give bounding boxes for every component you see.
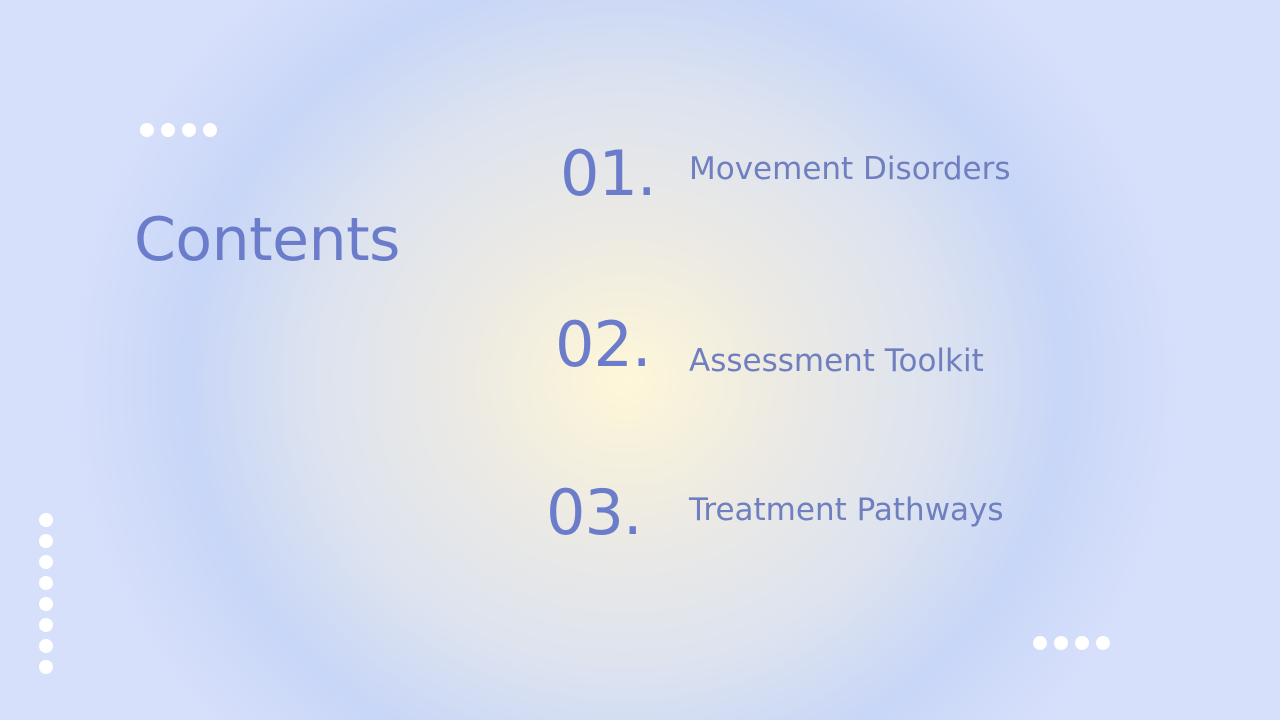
dot (1033, 636, 1047, 650)
dot (1054, 636, 1068, 650)
dot (182, 123, 196, 137)
item-number: 02. (555, 308, 652, 381)
dot (39, 597, 53, 611)
bottom-right-dots-decoration (1033, 636, 1110, 650)
dot (39, 555, 53, 569)
item-number: 01. (560, 137, 657, 210)
dot (39, 660, 53, 674)
left-vertical-dots-decoration (39, 513, 53, 674)
item-label: Movement Disorders (689, 151, 1011, 187)
dot (140, 123, 154, 137)
item-label: Treatment Pathways (689, 492, 1004, 528)
dot (161, 123, 175, 137)
item-label: Assessment Toolkit (689, 343, 984, 379)
page-title: Contents (134, 205, 400, 275)
dot (1096, 636, 1110, 650)
dot (1075, 636, 1089, 650)
dot (39, 534, 53, 548)
dot (39, 576, 53, 590)
dot (203, 123, 217, 137)
dot (39, 618, 53, 632)
item-number: 03. (546, 476, 643, 549)
top-left-dots-decoration (140, 123, 217, 137)
dot (39, 639, 53, 653)
dot (39, 513, 53, 527)
